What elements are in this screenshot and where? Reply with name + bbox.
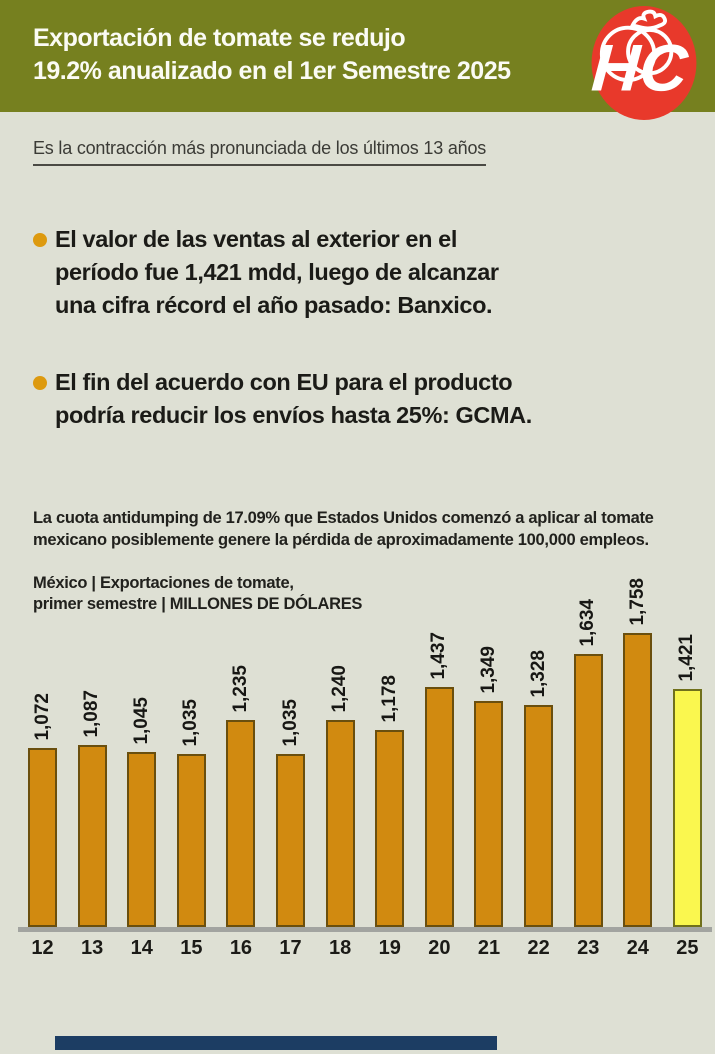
bullet-dot-icon (33, 233, 47, 247)
bar-value-label: 1,072 (31, 693, 53, 741)
logo-letters: HC (589, 31, 691, 105)
bar-value-label: 1,035 (180, 699, 202, 747)
bar-20 (424, 687, 454, 927)
bar-value-label: 1,437 (428, 632, 450, 680)
x-axis-label-12: 12 (31, 937, 54, 959)
bar-column-21: 1,349 (464, 646, 513, 927)
bar-25 (672, 689, 702, 927)
bar-chart: 1,072 1,087 1,045 1,035 1,235 1,035 1,240 1,178… (18, 565, 712, 960)
bar-17 (276, 754, 306, 927)
chart-baseline (18, 927, 712, 932)
logo-circle (591, 6, 697, 120)
bar-13 (77, 745, 107, 927)
bullet-item-2: El fin del acuerdo con EU para el produc… (33, 366, 532, 432)
subtitle-underlined: Es la contracción más pronunciada de los… (33, 138, 486, 166)
bar-21 (474, 701, 504, 927)
x-axis-label-15: 15 (180, 937, 203, 959)
bar-value-label: 1,421 (676, 634, 698, 682)
bar-12 (28, 748, 57, 927)
chart-x-axis-labels: 12 13 14 15 16 17 18 19 20 21 22 23 24 25 (18, 937, 712, 960)
x-axis-label-25: 25 (676, 937, 699, 959)
bar-column-12: 1,072 (18, 693, 67, 927)
bar-column-16: 1,235 (216, 665, 265, 927)
bar-value-label: 1,349 (477, 646, 499, 694)
page-title: Exportación de tomate se redujo 19.2% an… (33, 24, 511, 85)
hc-tomato-logo: HC (589, 6, 697, 120)
bar-column-23: 1,634 (564, 599, 613, 927)
bullet-list: El valor de las ventas al exterior en el… (33, 223, 532, 476)
bar-column-17: 1,035 (266, 699, 315, 927)
x-axis-label-16: 16 (229, 937, 253, 959)
bar-column-25: 1,421 (663, 634, 712, 927)
bar-19 (375, 730, 405, 927)
header-banner: Exportación de tomate se redujo 19.2% an… (0, 0, 715, 120)
x-axis-label-20: 20 (428, 937, 451, 959)
chart-bars: 1,072 1,087 1,045 1,035 1,235 1,035 1,240 1,178… (18, 565, 712, 927)
bar-15 (176, 754, 206, 927)
x-axis-label-21: 21 (477, 937, 501, 959)
antidumping-note: La cuota antidumping de 17.09% que Estad… (33, 509, 654, 549)
x-axis-label-18: 18 (329, 937, 352, 959)
x-axis-label-14: 14 (130, 937, 153, 959)
footer-accent-bar (55, 1036, 497, 1050)
bar-16 (226, 720, 256, 927)
bar-22 (524, 705, 554, 927)
bullet-item-1: El valor de las ventas al exterior en el… (33, 223, 532, 322)
bullet-dot-icon (33, 376, 47, 390)
tomato-outline-icon (599, 9, 674, 83)
bar-column-13: 1,087 (68, 690, 117, 927)
x-axis-label-24: 24 (626, 937, 649, 959)
x-axis-label-13: 13 (80, 937, 104, 959)
bar-value-label: 1,758 (626, 578, 648, 626)
bar-value-label: 1,087 (81, 690, 103, 738)
bullet-text-1: El valor de las ventas al exterior en el… (55, 226, 499, 318)
bar-column-20: 1,437 (415, 632, 464, 927)
bar-column-19: 1,178 (365, 675, 414, 927)
bar-24 (623, 633, 653, 927)
bar-column-18: 1,240 (316, 665, 365, 927)
bar-14 (127, 752, 157, 927)
bar-value-label: 1,178 (378, 675, 400, 723)
bar-column-22: 1,328 (514, 650, 563, 927)
chart-source-title: México | Exportaciones de tomate, primer… (33, 574, 363, 613)
bar-value-label: 1,240 (329, 665, 351, 713)
x-axis-label-23: 23 (577, 937, 600, 959)
bar-column-15: 1,035 (167, 699, 216, 927)
bar-value-label: 1,045 (130, 697, 152, 745)
bar-value-label: 1,634 (577, 599, 599, 647)
bar-23 (573, 654, 603, 927)
bar-column-14: 1,045 (117, 697, 166, 927)
x-axis-label-22: 22 (527, 937, 550, 959)
x-axis-label-19: 19 (378, 937, 401, 959)
bar-value-label: 1,035 (279, 699, 301, 747)
bar-value-label: 1,328 (527, 650, 549, 698)
x-axis-label-17: 17 (279, 937, 302, 959)
bullet-text-2: El fin del acuerdo con EU para el produc… (55, 369, 532, 428)
bar-18 (325, 720, 355, 927)
bar-value-label: 1,235 (229, 665, 251, 713)
bar-column-24: 1,758 (613, 578, 662, 927)
